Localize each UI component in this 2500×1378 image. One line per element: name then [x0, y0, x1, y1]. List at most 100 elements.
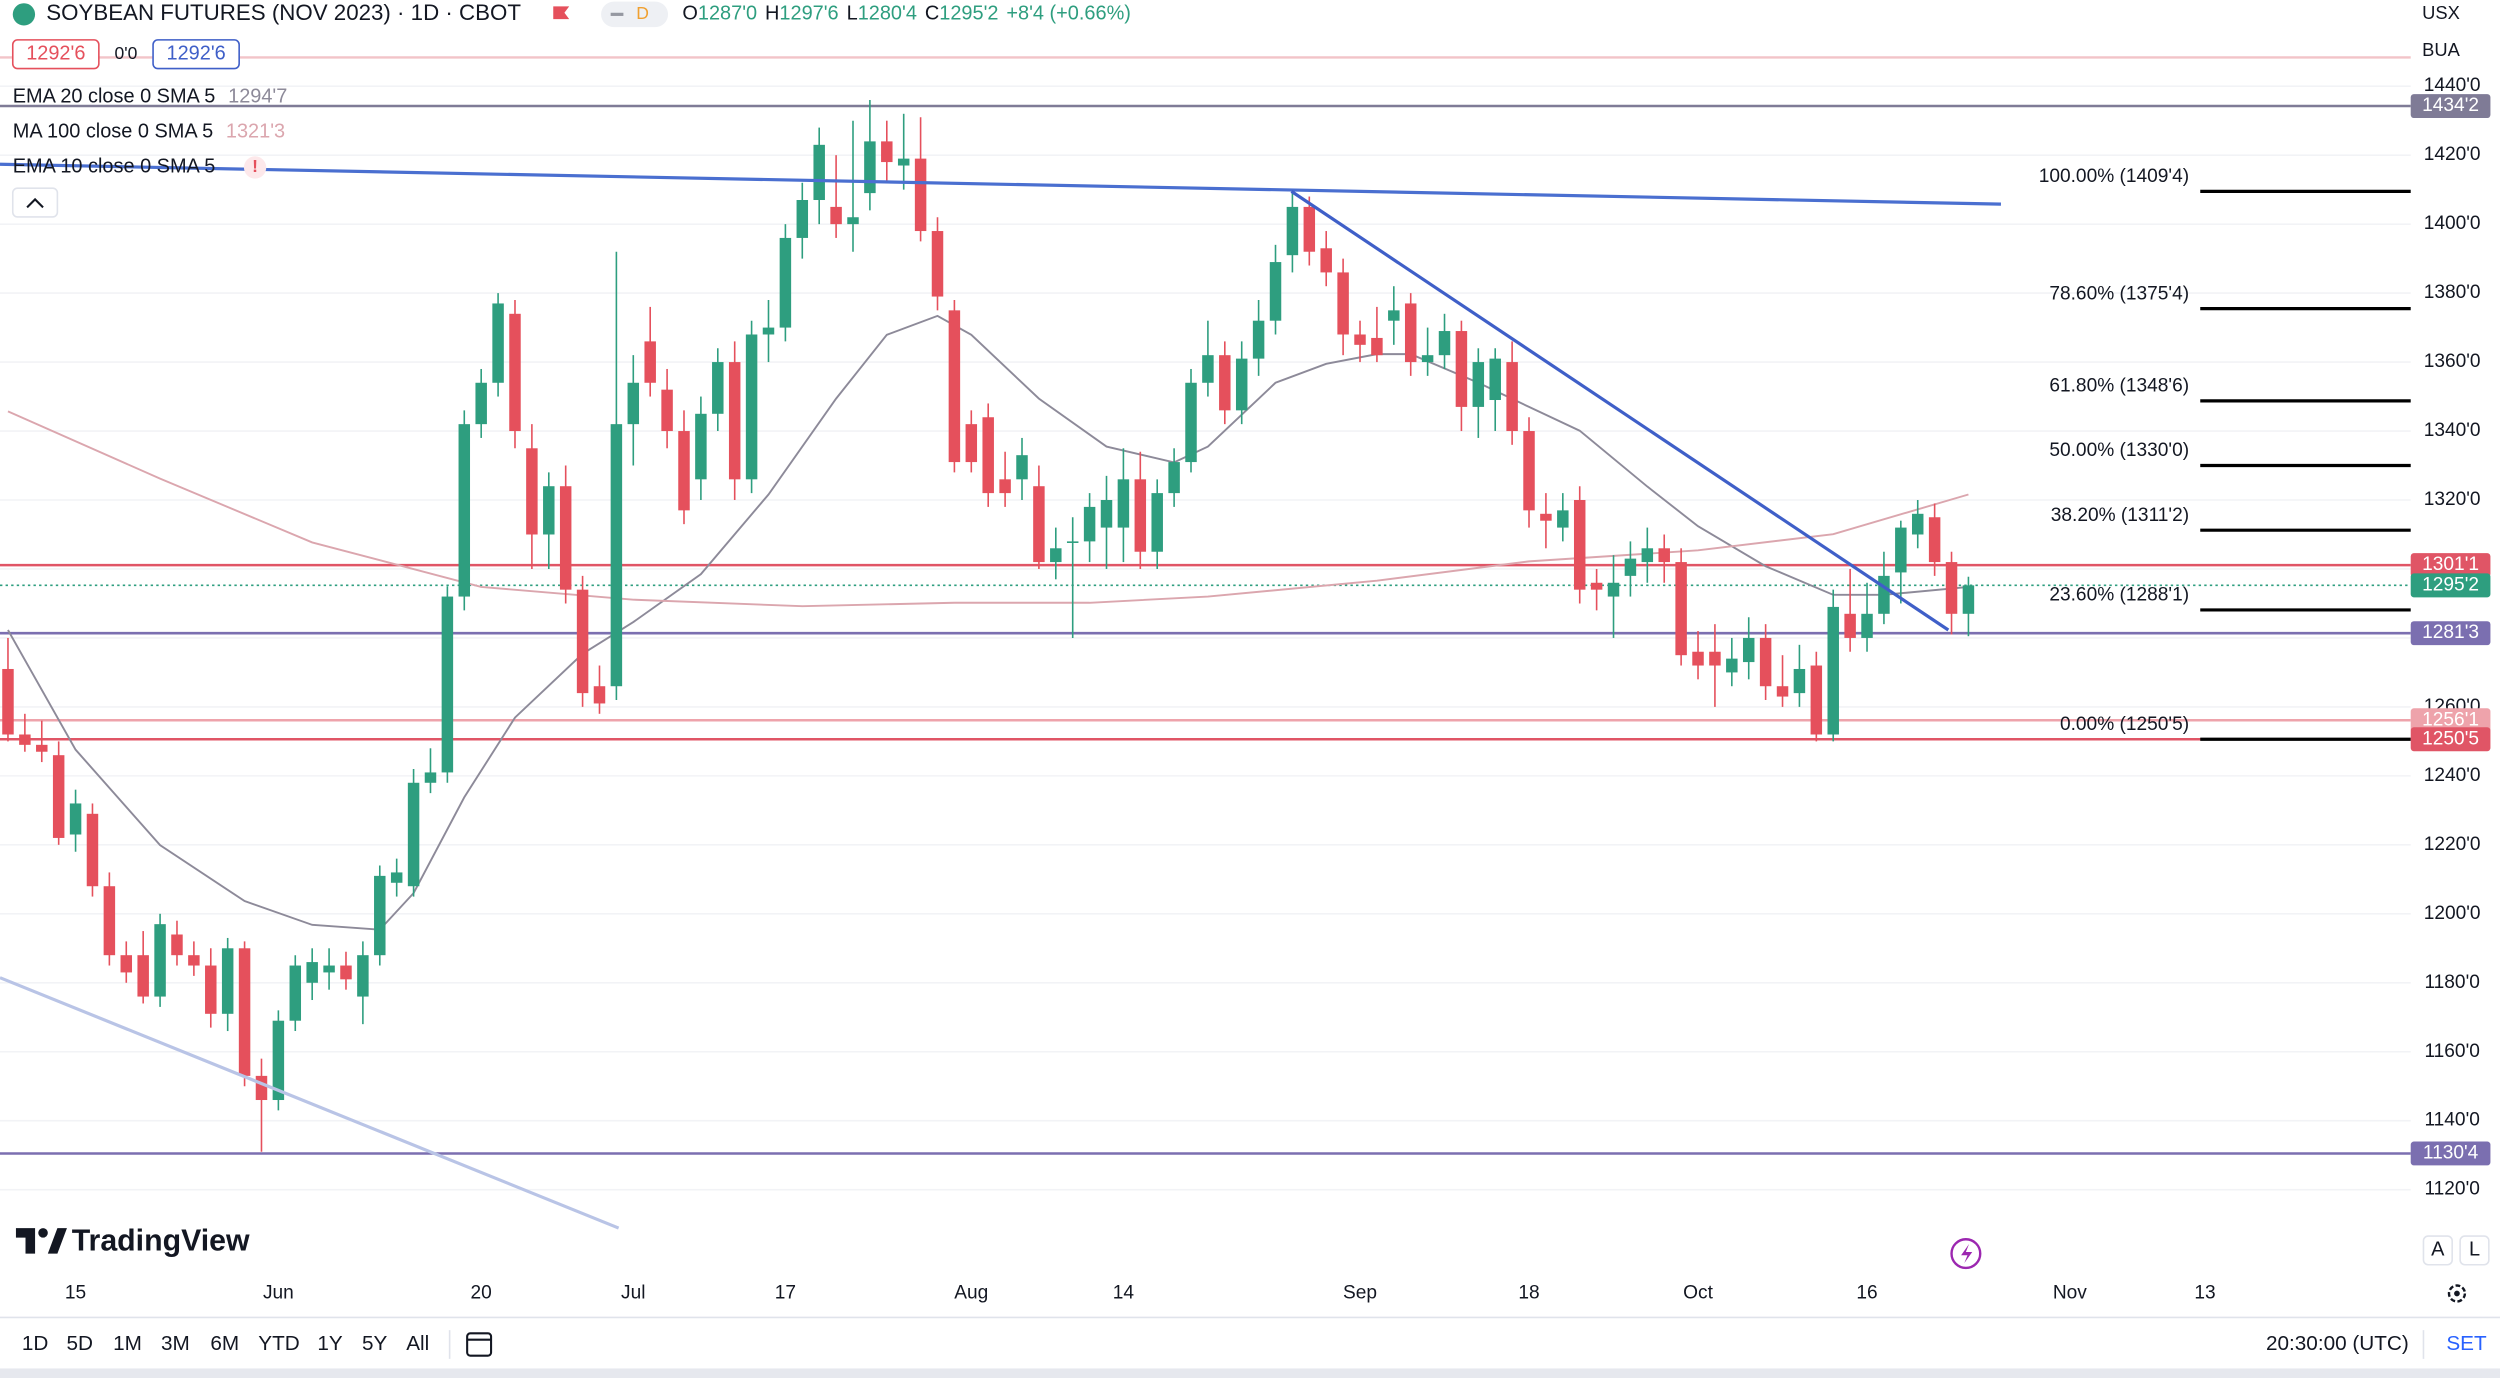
- candle-body: [644, 341, 656, 383]
- candle-body: [1540, 513, 1552, 521]
- candle-body: [1083, 506, 1096, 542]
- candle-body: [796, 200, 809, 238]
- timeframe-button[interactable]: 1Y: [317, 1332, 343, 1355]
- flag-icon[interactable]: [553, 6, 570, 20]
- x-tick-label: Nov: [2053, 1283, 2087, 1304]
- logo-text: TradingView: [72, 1224, 250, 1257]
- candle-body: [897, 158, 910, 166]
- candle-body: [931, 231, 944, 297]
- candle-body: [1371, 337, 1383, 356]
- candle-body: [205, 965, 217, 1014]
- timeframe-button[interactable]: All: [406, 1332, 429, 1355]
- price-label: 1301'1: [2422, 554, 2479, 575]
- candle-body: [1185, 382, 1197, 463]
- candle-body: [1709, 651, 1721, 666]
- symbol-title[interactable]: SOYBEAN FUTURES (NOV 2023) · 1D · CBOT: [46, 0, 521, 25]
- scale-button-label: A: [2431, 1239, 2445, 1261]
- candle-body: [221, 948, 234, 1014]
- ohlc-key: O: [682, 3, 697, 25]
- y-tick-label: 1140'0: [2424, 1110, 2479, 1131]
- candle-body: [340, 965, 352, 980]
- indicator-name: EMA 10 close 0 SMA 5: [13, 156, 216, 178]
- timeframe-button[interactable]: 6M: [210, 1332, 239, 1355]
- x-tick-label: 14: [1113, 1283, 1135, 1304]
- price-label: 1295'2: [2422, 574, 2479, 595]
- indicator-line: [7, 314, 1969, 931]
- candle-body: [1590, 582, 1603, 590]
- candle-body: [407, 782, 420, 887]
- scale-button[interactable]: [2459, 1235, 2490, 1266]
- candle-body: [982, 417, 994, 494]
- symbol-icon[interactable]: [12, 3, 36, 26]
- candle-body: [745, 334, 758, 480]
- sell-button[interactable]: [11, 39, 100, 70]
- candle-body: [509, 313, 521, 432]
- timeframe-button[interactable]: YTD: [258, 1332, 299, 1355]
- timeframe-button[interactable]: 3M: [161, 1332, 190, 1355]
- scale-button-label: L: [2469, 1239, 2480, 1261]
- date-range-icon[interactable]: [466, 1332, 493, 1357]
- bottom-strip: [0, 1368, 2500, 1378]
- y-tick-label: 1360'0: [2424, 351, 2481, 372]
- unit[interactable]: BUA: [2422, 39, 2460, 60]
- currency[interactable]: USX: [2422, 2, 2460, 23]
- plot-area: 100.00% (1409'4) 78.60% (1375'4) 61.80% (1…: [0, 56, 2411, 1155]
- buy-button[interactable]: [152, 39, 240, 70]
- candle-body: [627, 382, 640, 425]
- collapse-icon: [26, 197, 44, 209]
- candle-body: [1066, 541, 1079, 543]
- candle-body: [728, 362, 741, 480]
- x-tick-label: 13: [2194, 1283, 2215, 1304]
- price-label: 1130'4: [2423, 1143, 2479, 1164]
- candle-body: [610, 424, 623, 687]
- candle-body: [1861, 613, 1873, 638]
- indicator-alert-bg[interactable]: [243, 156, 267, 179]
- candle-body: [1928, 517, 1941, 563]
- replay-bolt: [1961, 1244, 1973, 1264]
- candle-body: [52, 755, 65, 838]
- indicator-value: 1321'3: [226, 121, 285, 143]
- candle-body: [1100, 500, 1113, 528]
- collapse-button[interactable]: [11, 187, 59, 218]
- candle-body: [1962, 585, 1975, 614]
- drawings: [0, 162, 2001, 1230]
- candle-body: [881, 141, 893, 163]
- candle-body: [1151, 493, 1163, 552]
- candle-body: [137, 955, 149, 997]
- scale-button[interactable]: [2422, 1235, 2453, 1266]
- interval-pill[interactable]: [601, 1, 669, 28]
- replay-icon[interactable]: [1950, 1238, 1982, 1270]
- clock[interactable]: 20:30:00 (UTC): [2266, 1332, 2409, 1355]
- timeframe-button[interactable]: 1M: [113, 1332, 142, 1355]
- candle-body: [323, 965, 335, 973]
- timeframe-button[interactable]: 1D: [22, 1332, 48, 1355]
- price-label: 1434'2: [2422, 95, 2479, 116]
- price-label-bg: [2410, 708, 2491, 733]
- x-tick-label: Jul: [621, 1283, 645, 1304]
- fib-label: 100.00% (1409'4): [2039, 166, 2189, 187]
- y-tick-label: 1340'0: [2424, 420, 2481, 441]
- candle-body: [1641, 548, 1654, 563]
- candle-body: [2, 668, 14, 735]
- candle-body: [1219, 355, 1231, 411]
- price-label-bg: [2410, 621, 2491, 646]
- y-tick-label: 1200'0: [2424, 903, 2481, 924]
- timeframe-button[interactable]: 5Y: [362, 1332, 388, 1355]
- candle-body: [1776, 686, 1789, 697]
- timeframe-button[interactable]: 5D: [66, 1332, 92, 1355]
- x-tick-label: 16: [1856, 1283, 1877, 1304]
- x-tick-label: 18: [1518, 1283, 1539, 1304]
- logo-mark: [38, 1228, 48, 1238]
- header-bg: [0, 0, 2265, 29]
- candle-body: [1016, 455, 1028, 480]
- y-tick-label: 1240'0: [2424, 765, 2481, 786]
- candle-body: [1455, 331, 1468, 407]
- candle-body: [864, 141, 876, 194]
- candle-body: [255, 1075, 268, 1101]
- y-tick-label: 1440'0: [2424, 75, 2481, 96]
- session-settings[interactable]: SET: [2446, 1332, 2487, 1355]
- candle-body: [1759, 637, 1772, 687]
- fib-label: 0.00% (1250'5): [2060, 714, 2189, 735]
- candle-body: [1438, 331, 1451, 356]
